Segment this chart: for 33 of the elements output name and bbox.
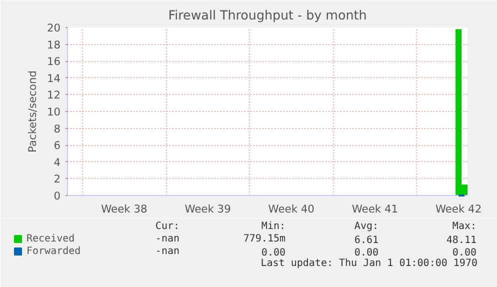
text: Avg: [354, 221, 379, 232]
y-tick-label: 4 [54, 156, 61, 169]
x-tick-label: Week 39 [184, 202, 232, 216]
text: Min: [261, 221, 286, 232]
y-tick-label: 14 [46, 72, 61, 85]
text: 0.00 [261, 248, 286, 258]
legend-label: Received [26, 234, 75, 244]
text: 0.00 [452, 248, 477, 258]
text: 779.15m [243, 234, 286, 244]
y-tick-label: 18 [46, 38, 61, 52]
text: Cur: [155, 221, 180, 232]
legend-label: Forwarded [26, 246, 81, 257]
y-axis-title: Packets/second [26, 70, 39, 153]
y-tick-label: 8 [54, 122, 61, 136]
y-tick-label: 2 [54, 172, 60, 186]
text: -nan [155, 234, 180, 244]
y-tick-label: 12 [46, 88, 61, 102]
text: Max: [452, 221, 477, 232]
chart-title: Firewall Throughput - by month [168, 8, 367, 22]
y-tick-label: 10 [46, 106, 61, 118]
x-tick-label: Week 42 [435, 202, 482, 216]
x-tick-label: Week 41 [352, 202, 398, 216]
text: 48.11 [446, 235, 477, 246]
text: Last update: Thu Jan 1 01:00:00 1970 [260, 258, 478, 269]
text: -nan [155, 246, 180, 257]
y-tick-label: 6 [54, 139, 61, 152]
y-tick-label: 20 [46, 22, 61, 34]
text: 0.00 [354, 248, 379, 258]
text: 6.61 [354, 235, 379, 246]
x-tick-label: Week 40 [268, 202, 315, 216]
x-tick-label: Week 38 [101, 202, 148, 216]
y-tick-label: 16 [46, 55, 61, 68]
y-tick-label: 0 [54, 190, 61, 202]
